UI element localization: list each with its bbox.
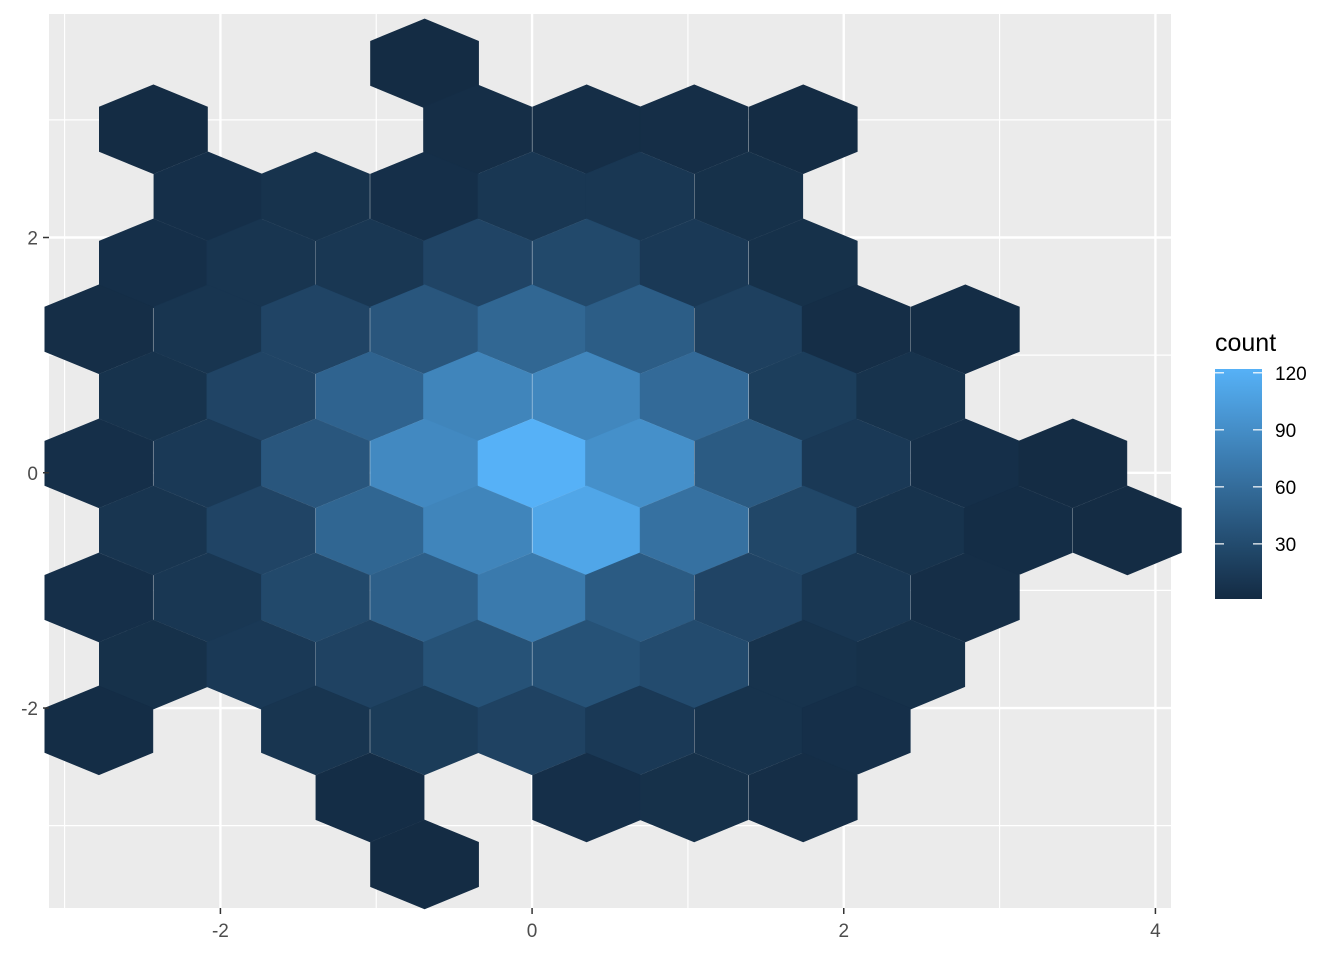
legend-colorbar: [1215, 369, 1262, 599]
hex-bin: [261, 685, 370, 776]
hex-bin: [44, 418, 154, 509]
y-tick-label: 0: [27, 464, 38, 485]
hex-bin: [639, 84, 749, 175]
hex-bin: [910, 284, 1020, 375]
hex-bin: [315, 752, 425, 843]
hex-bin: [748, 84, 858, 175]
y-tick-label: -2: [21, 699, 38, 720]
hex-bin: [639, 351, 749, 442]
legend: count 30 60 90 120: [1215, 329, 1307, 599]
hex-bin: [910, 552, 1020, 643]
x-tick-label: -2: [212, 921, 229, 942]
hex-bin: [44, 552, 154, 643]
hex-bins: [44, 18, 1182, 910]
hex-bin: [370, 819, 479, 910]
hex-bin: [1073, 485, 1182, 576]
legend-title: count: [1215, 329, 1276, 357]
x-axis: -2 0 2 4: [212, 908, 1161, 942]
hex-bin: [748, 752, 858, 843]
legend-label: 60: [1275, 478, 1296, 499]
hex-bin: [44, 284, 154, 375]
hex-bin: [694, 151, 804, 242]
y-tick-label: 2: [27, 229, 38, 250]
hex-bin: [261, 151, 370, 242]
legend-label: 30: [1275, 535, 1296, 556]
hex-bin: [639, 218, 749, 309]
legend-ticks: 30 60 90 120: [1215, 364, 1307, 556]
x-tick-label: 4: [1150, 921, 1161, 942]
legend-label: 90: [1275, 421, 1296, 442]
legend-label: 120: [1275, 364, 1307, 385]
y-axis: -2 0 2: [21, 229, 49, 720]
hex-bin: [856, 351, 966, 442]
x-tick-label: 0: [527, 921, 538, 942]
hex-bin: [639, 752, 749, 843]
hex-bin: [1018, 418, 1128, 509]
hex-bin: [639, 619, 749, 710]
hex-bin: [639, 485, 749, 576]
hex-bin: [261, 284, 370, 375]
x-tick-label: 2: [838, 921, 849, 942]
hex-bin: [261, 418, 370, 509]
hex-bin: [206, 619, 316, 710]
hex-bin: [261, 552, 370, 643]
hex-bin: [856, 619, 966, 710]
hex-bin: [99, 84, 208, 175]
